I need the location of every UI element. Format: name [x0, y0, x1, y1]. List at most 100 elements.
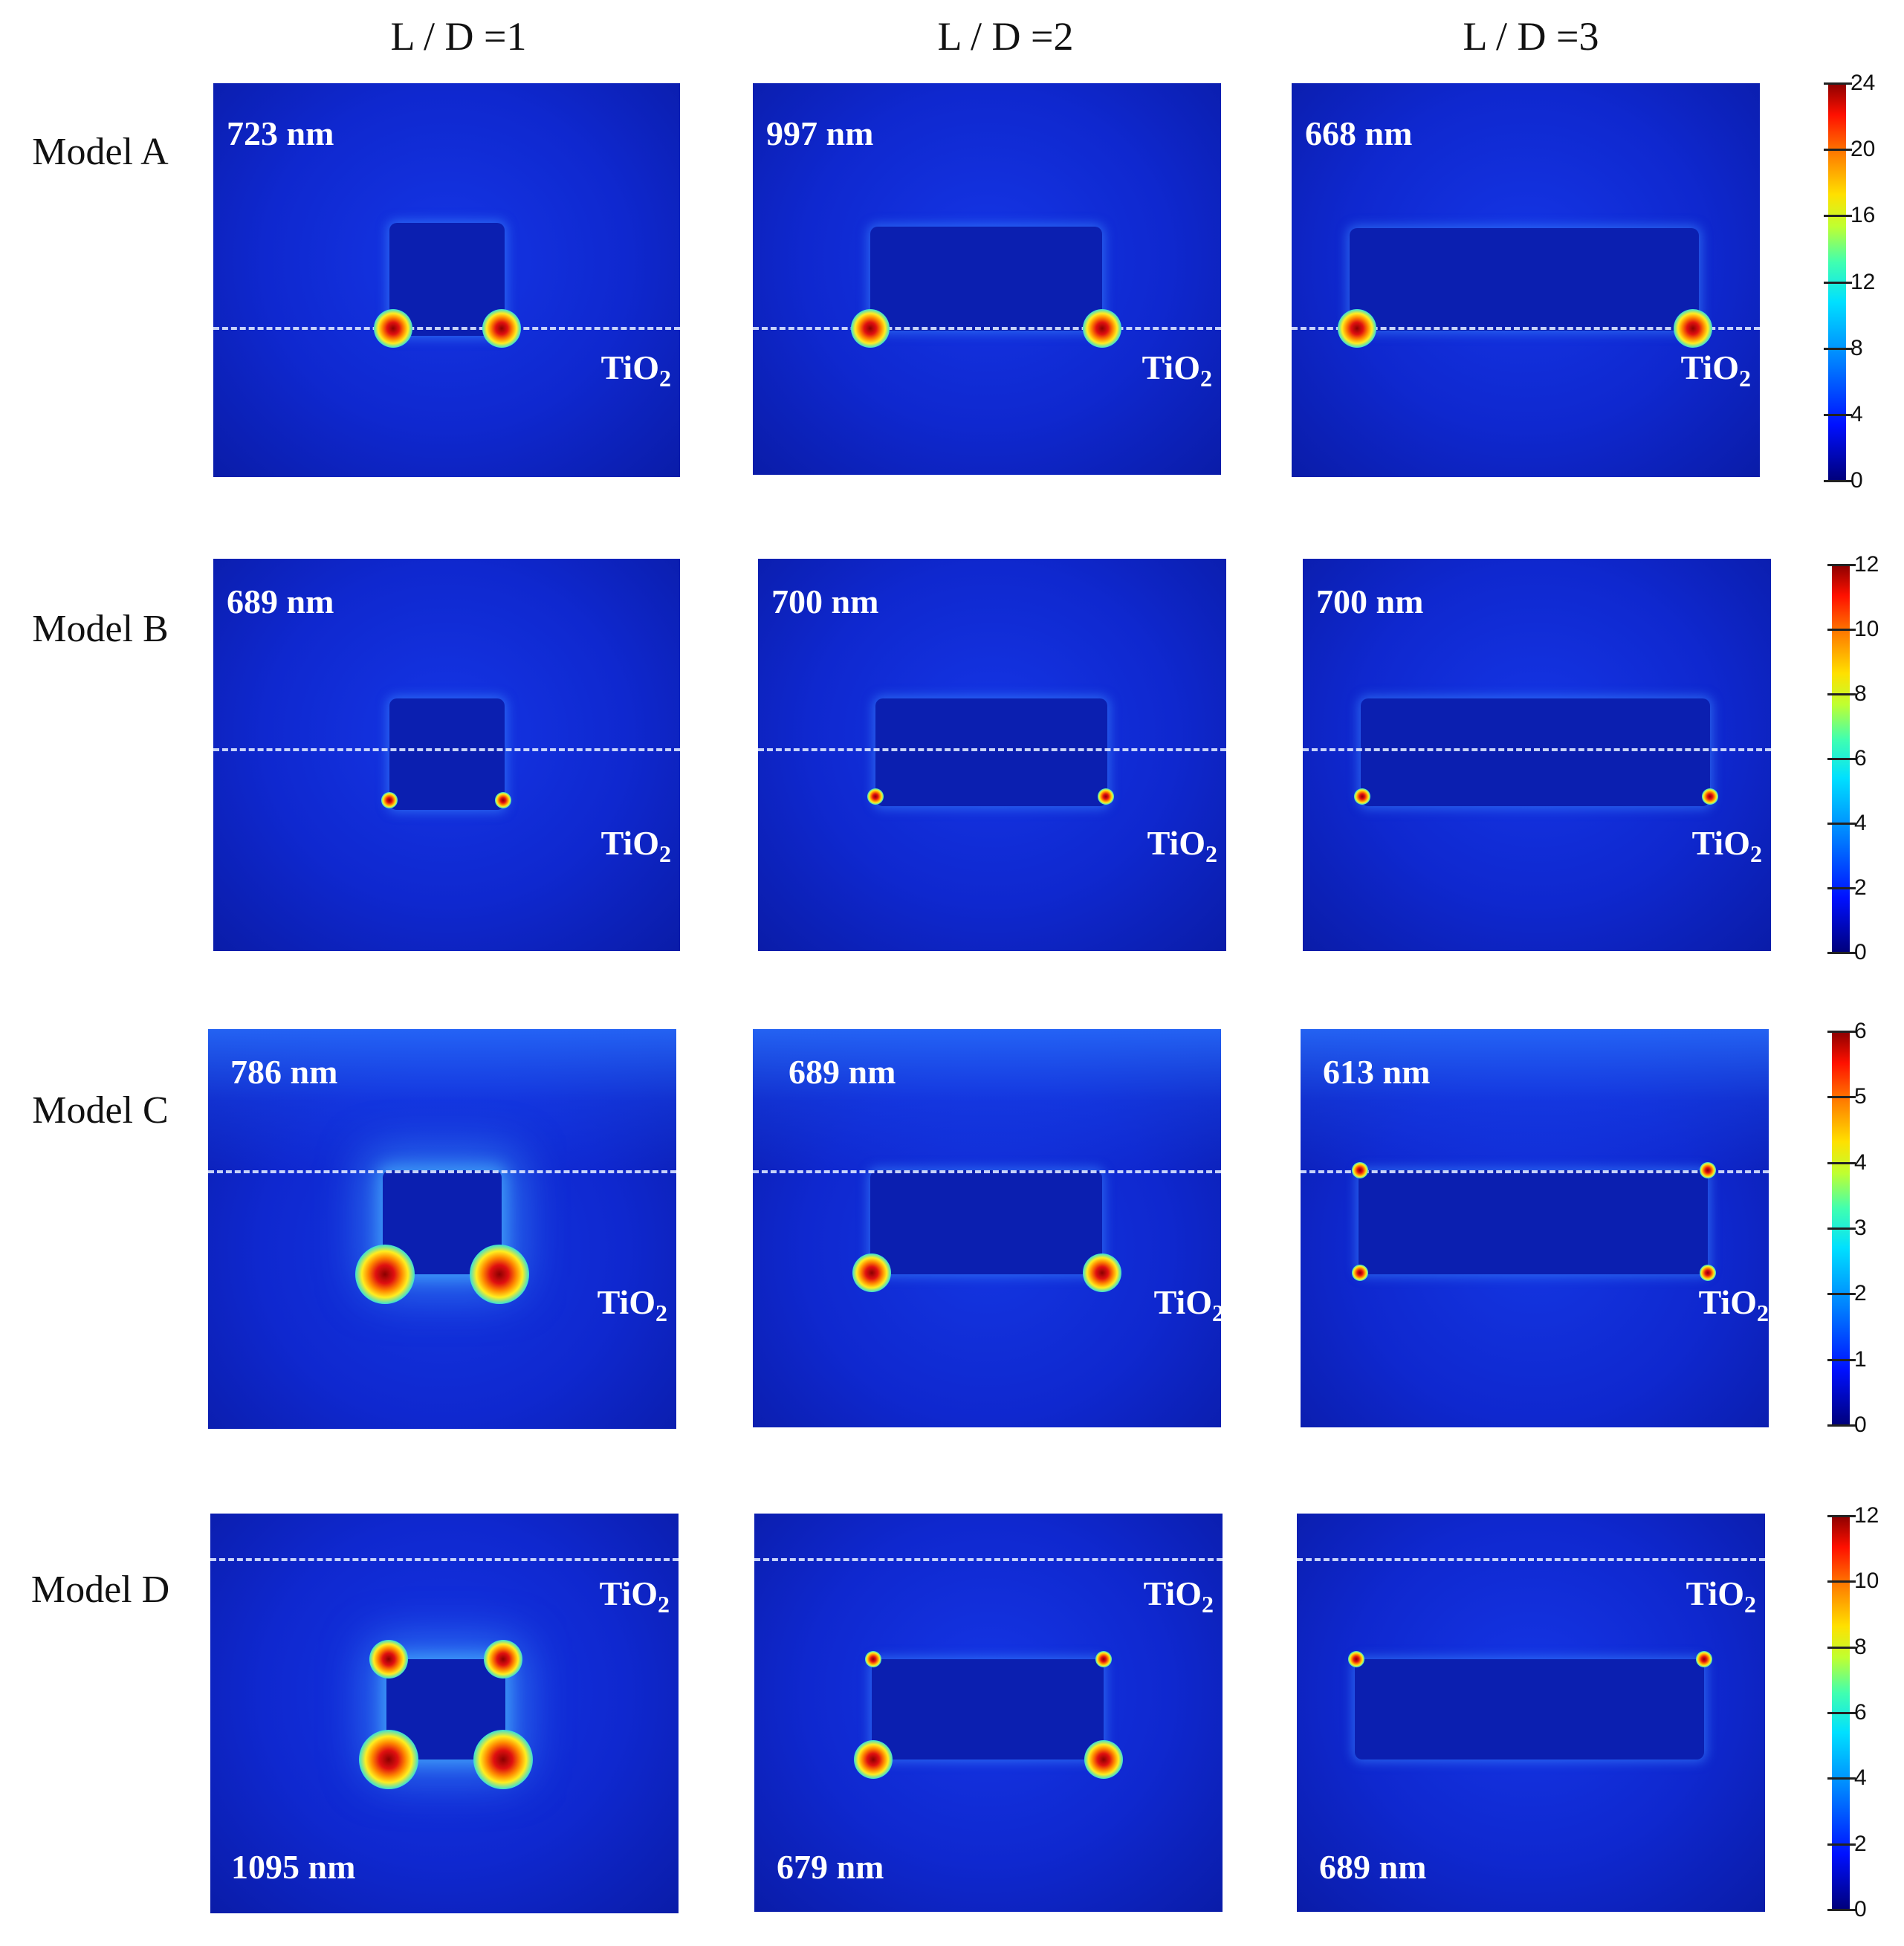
colorbar-tick: [1827, 1777, 1856, 1780]
colorbar-tick-label: 2: [1854, 875, 1867, 900]
material-text: TiO: [1153, 1283, 1212, 1321]
colorbar-tick: [1827, 1580, 1856, 1583]
material-text: TiO: [597, 1283, 655, 1321]
material-text: TiO: [1142, 348, 1200, 386]
material-subscript: 2: [1200, 365, 1212, 392]
hotspot: [1084, 1740, 1123, 1779]
material-text: TiO: [1691, 824, 1750, 862]
field-map-model-c-ld2: 689 nm TiO2: [753, 1029, 1221, 1427]
nanorod: [389, 698, 505, 810]
material-text: TiO: [1680, 348, 1739, 386]
wavelength-label: 689 nm: [789, 1053, 896, 1091]
colorbar-tick-label: 10: [1854, 1569, 1879, 1594]
colorbar-tick: [1824, 149, 1852, 152]
material-subscript: 2: [659, 840, 671, 868]
colorbar-tick: [1824, 347, 1852, 350]
colorbar-tick: [1824, 413, 1852, 416]
colorbar-tick-label: 12: [1850, 269, 1876, 294]
row-label-model-d: Model D: [30, 1569, 170, 1611]
hotspot: [473, 1730, 533, 1789]
colorbar-tick-label: 3: [1854, 1216, 1867, 1240]
interface-line: [213, 748, 680, 751]
nanorod: [1350, 228, 1699, 331]
colorbar-tick: [1827, 629, 1856, 631]
hotspot: [495, 792, 511, 808]
material-subscript: 2: [655, 1300, 667, 1327]
colorbar-tick: [1827, 887, 1856, 889]
material-label: TiO2: [1699, 1282, 1769, 1334]
colorbar-tick: [1827, 1161, 1856, 1164]
colorbar-tick-label: 0: [1854, 940, 1867, 964]
material-text: TiO: [600, 348, 659, 386]
colorbar-tick: [1827, 564, 1856, 566]
hotspot: [374, 309, 412, 348]
interface-line: [753, 1170, 1221, 1173]
field-map-model-d-ld3: TiO2 689 nm: [1297, 1514, 1765, 1912]
colorbar-tick-label: 0: [1854, 1897, 1867, 1921]
interface-line: [1297, 1558, 1765, 1561]
nanorod: [875, 698, 1107, 806]
hotspot: [1696, 1651, 1712, 1667]
hotspot: [482, 309, 521, 348]
colorbar-tick-label: 4: [1854, 811, 1867, 835]
interface-line: [754, 1558, 1223, 1561]
colorbar-tick: [1827, 1227, 1856, 1230]
nanorod: [1361, 698, 1710, 806]
colorbar-tick: [1827, 1031, 1856, 1033]
material-subscript: 2: [1205, 840, 1217, 868]
field-map-model-a-ld2: 997 nm TiO2: [753, 83, 1221, 475]
field-map-model-a-ld1: 723 nm TiO2: [213, 83, 680, 477]
colorbar-tick-label: 4: [1850, 401, 1863, 427]
colorbar-tick-label: 12: [1854, 552, 1879, 577]
field-map-model-b-ld1: 689 nm TiO2: [213, 559, 680, 951]
wavelength-label: 689 nm: [227, 583, 334, 620]
colorbar-tick: [1827, 1293, 1856, 1296]
interface-line: [753, 327, 1221, 330]
material-label: TiO2: [600, 1573, 670, 1625]
colorbar-tick: [1824, 480, 1852, 482]
material-subscript: 2: [1744, 1591, 1756, 1618]
hotspot: [1700, 1265, 1716, 1281]
wavelength-label: 723 nm: [227, 114, 334, 152]
colorbar-tick-label: 12: [1854, 1503, 1879, 1528]
colorbar-tick-label: 6: [1854, 1019, 1867, 1043]
colorbar-tick-label: 0: [1854, 1413, 1867, 1437]
colorbar-tick-label: 1: [1854, 1346, 1867, 1372]
field-map-model-b-ld2: 700 nm TiO2: [758, 559, 1226, 951]
hotspot: [1674, 309, 1712, 348]
material-text: TiO: [599, 1574, 658, 1612]
colorbar-tick: [1827, 1712, 1856, 1714]
hotspot: [1098, 788, 1114, 805]
colorbar-tick: [1827, 1096, 1856, 1099]
wavelength-label: 613 nm: [1323, 1053, 1431, 1091]
field-map-model-c-ld1: 786 nm TiO2: [208, 1029, 676, 1429]
column-header-ld2: L / D =2: [937, 14, 1074, 59]
colorbar-tick-label: 2: [1854, 1831, 1867, 1856]
material-label: TiO2: [598, 1282, 667, 1334]
hotspot: [470, 1245, 529, 1304]
row-label-model-c: Model C: [32, 1089, 169, 1132]
hotspot: [851, 309, 890, 348]
material-label: TiO2: [601, 347, 671, 399]
colorbar-tick-label: 4: [1854, 1765, 1867, 1791]
interface-line: [210, 1558, 679, 1561]
colorbar-tick: [1827, 823, 1856, 825]
wavelength-label: 786 nm: [230, 1053, 338, 1091]
colorbar-tick-label: 24: [1850, 71, 1876, 95]
nanorod: [872, 1659, 1104, 1759]
material-subscript: 2: [1739, 365, 1751, 392]
colorbar-tick-label: 16: [1850, 203, 1876, 228]
colorbar-tick-label: 20: [1850, 137, 1876, 162]
colorbar-tick: [1824, 281, 1852, 284]
colorbar-tick: [1827, 1424, 1856, 1427]
row-label-model-b: Model B: [32, 608, 169, 650]
interface-line: [758, 748, 1226, 751]
interface-line: [213, 327, 680, 330]
colorbar-tick-label: 5: [1854, 1084, 1867, 1109]
colorbar-tick: [1827, 1358, 1856, 1361]
hotspot: [1083, 309, 1121, 348]
material-text: TiO: [1698, 1283, 1757, 1321]
colorbar-tick-label: 0: [1850, 468, 1863, 493]
colorbar-tick: [1827, 758, 1856, 760]
hotspot: [1354, 788, 1370, 805]
